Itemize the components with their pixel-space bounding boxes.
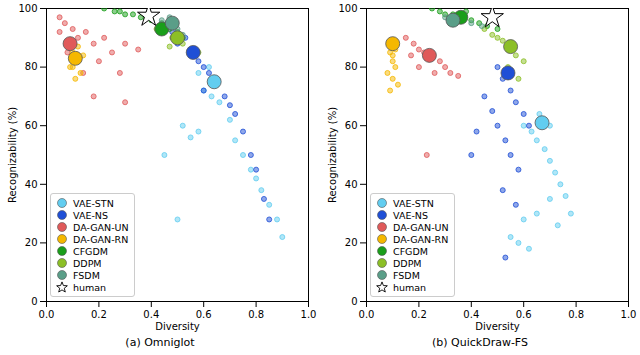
svg-text:100: 100 <box>338 3 357 14</box>
svg-text:1.0: 1.0 <box>301 309 317 320</box>
svg-text:60: 60 <box>345 120 358 131</box>
svg-text:0.8: 0.8 <box>248 309 264 320</box>
svg-text:20: 20 <box>345 237 358 248</box>
html-text:VAE-STN: VAE-STN <box>393 197 434 209</box>
svg-text:100: 100 <box>18 3 37 14</box>
html-text:CFGDM: CFGDM <box>393 245 428 257</box>
svg-text:0.2: 0.2 <box>91 309 107 320</box>
svg-text:0.0: 0.0 <box>39 309 55 320</box>
html-text:DDPM: DDPM <box>393 257 422 269</box>
html-text:VAE-NS: VAE-NS <box>73 209 108 221</box>
html-text:VAE-STN: VAE-STN <box>73 197 114 209</box>
svg-text:40: 40 <box>345 179 358 190</box>
svg-text:Recognizability (%): Recognizability (%) <box>327 107 338 203</box>
svg-text:80: 80 <box>25 61 38 72</box>
html-text:VAE-NS: VAE-NS <box>393 209 428 221</box>
html-text:FSDM: FSDM <box>73 269 100 281</box>
html-text:DDPM: DDPM <box>73 257 102 269</box>
svg-text:0.2: 0.2 <box>411 309 427 320</box>
svg-text:40: 40 <box>25 179 38 190</box>
html-text:CFGDM: CFGDM <box>73 245 108 257</box>
svg-text:0: 0 <box>31 296 37 307</box>
svg-text:80: 80 <box>345 61 358 72</box>
svg-text:0.6: 0.6 <box>516 309 532 320</box>
svg-text:0.4: 0.4 <box>463 309 479 320</box>
svg-text:0.0: 0.0 <box>359 309 375 320</box>
svg-text:Recognizability (%): Recognizability (%) <box>7 107 18 203</box>
html-text:(a) Omniglot: (a) Omniglot <box>125 336 195 349</box>
svg-text:Diversity: Diversity <box>475 321 520 332</box>
svg-text:20: 20 <box>25 237 38 248</box>
html-text:human: human <box>73 281 107 293</box>
html-text:human: human <box>393 281 427 293</box>
svg-text:0.4: 0.4 <box>143 309 159 320</box>
svg-text:60: 60 <box>25 120 38 131</box>
svg-text:Diversity: Diversity <box>155 321 200 332</box>
svg-text:0: 0 <box>351 296 357 307</box>
html-text:FSDM: FSDM <box>393 269 420 281</box>
html-text:(b) QuickDraw-FS: (b) QuickDraw-FS <box>432 336 528 349</box>
svg-text:1.0: 1.0 <box>621 309 637 320</box>
html-text:DA-GAN-RN: DA-GAN-RN <box>393 233 449 245</box>
html-text:DA-GAN-UN: DA-GAN-UN <box>73 221 129 233</box>
html-text:DA-GAN-RN: DA-GAN-RN <box>73 233 129 245</box>
html-text:DA-GAN-UN: DA-GAN-UN <box>393 221 449 233</box>
svg-text:0.8: 0.8 <box>568 309 584 320</box>
svg-text:0.6: 0.6 <box>196 309 212 320</box>
